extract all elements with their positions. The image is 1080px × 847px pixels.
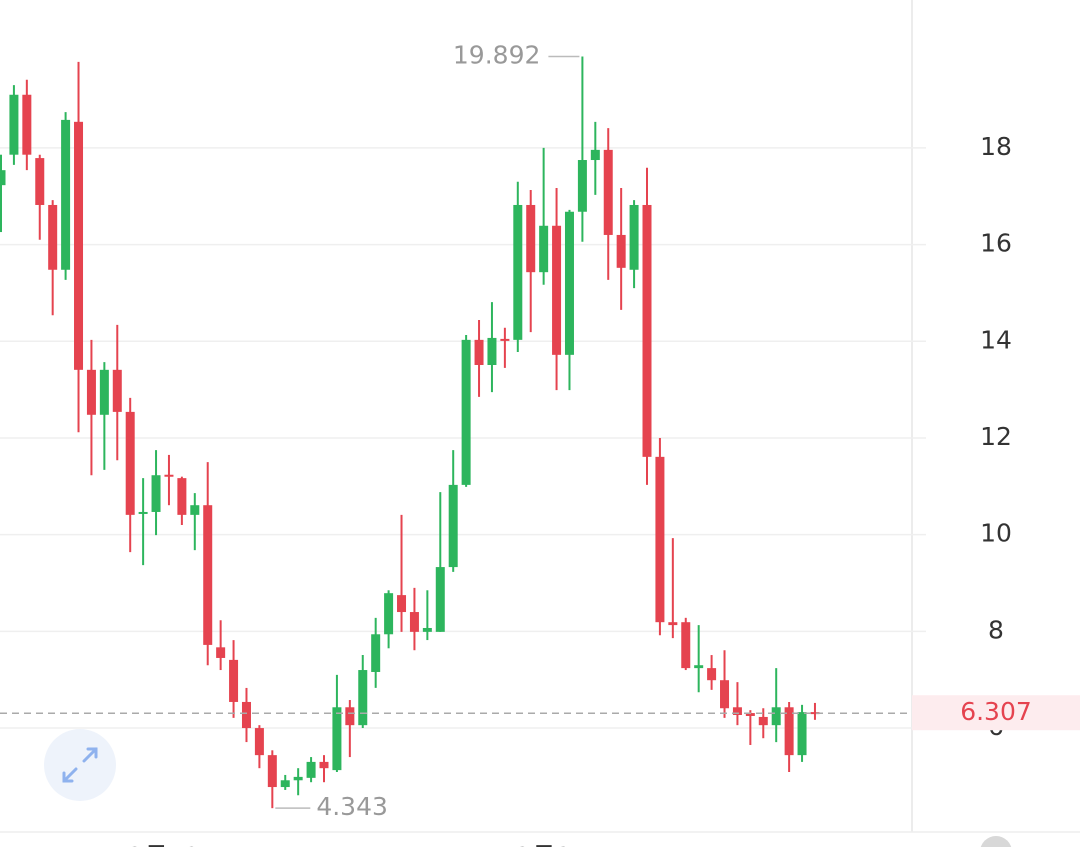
max-annotation: 19.892 [453,40,540,69]
candle-body [448,484,458,568]
candle-body [293,776,303,781]
y-tick-label: 12 [980,422,1012,451]
candle-body [384,593,394,635]
candle-body [797,712,807,756]
candle-body [254,728,264,756]
candle-body [616,234,626,268]
candle-body [9,94,19,155]
candle-body [241,701,251,729]
candle-body [603,149,613,235]
candle-body [745,713,755,716]
expand-button-bg[interactable] [44,729,116,801]
grid: 68101214161812月1312月24 [0,132,1012,847]
candle-body [190,505,200,515]
candle-body [48,204,58,270]
candle-body [229,659,239,702]
candle-body [642,204,652,457]
candle-body [319,761,329,769]
candle-body [720,680,730,709]
candle-body [22,94,32,155]
y-tick-label: 8 [988,615,1004,644]
candle-body [371,634,381,672]
candle-body [345,707,355,726]
candle-body [474,339,484,365]
candle-body [125,411,135,515]
candle-body [151,475,161,512]
candle-body [332,707,342,771]
candle-body [435,567,445,632]
last-price-box [912,695,1080,731]
candle-body [564,211,574,355]
candle-body [526,204,536,273]
candle-body [461,339,471,485]
candle-body [810,712,820,715]
y-tick-label: 10 [980,519,1012,548]
candle-body [771,707,781,726]
candle-body [358,670,368,726]
candle-body [35,158,45,205]
candles [0,56,820,809]
candle-body [397,595,407,613]
candle-body [422,627,432,632]
candle-body [668,622,678,626]
candle-body [177,478,187,515]
y-tick-label: 14 [980,325,1012,354]
candle-body [500,338,510,341]
candle-body [112,369,122,412]
candle-body [694,665,704,669]
candle-body [61,119,71,270]
candle-body [203,505,213,645]
candle-body [732,707,742,716]
candle-body [629,204,639,270]
candle-body [164,474,174,477]
candle-body [216,647,226,658]
expand-button[interactable] [44,729,116,801]
candle-body [577,160,587,212]
candle-body [99,369,109,415]
candle-body [513,204,523,340]
candle-body [590,149,600,161]
last-price-label: 6.307 [960,697,1032,726]
candle-body [784,707,794,756]
min-annotation: 4.343 [316,792,388,821]
candle-body [758,716,768,726]
candle-body [267,755,277,788]
candle-body [280,780,290,788]
candle-body [655,456,665,623]
y-tick-label: 16 [980,229,1012,258]
x-tick-label: 12月13 [112,842,201,847]
candle-body [681,622,691,669]
y-tick-label: 18 [980,132,1012,161]
overlay: 19.892 4.343 6.307 [0,40,1080,821]
candle-body [86,369,96,415]
candle-body [0,170,6,186]
candle-body [707,668,717,681]
candle-body [552,225,562,355]
scroll-handle[interactable] [980,836,1012,847]
candle-body [306,761,316,778]
x-tick-label: 12月24 [499,842,588,847]
candle-body [539,225,549,273]
candle-body [409,612,419,632]
candle-body [487,337,497,365]
candle-body [74,121,84,370]
expand-icon[interactable] [62,747,98,783]
candle-body [138,511,148,514]
